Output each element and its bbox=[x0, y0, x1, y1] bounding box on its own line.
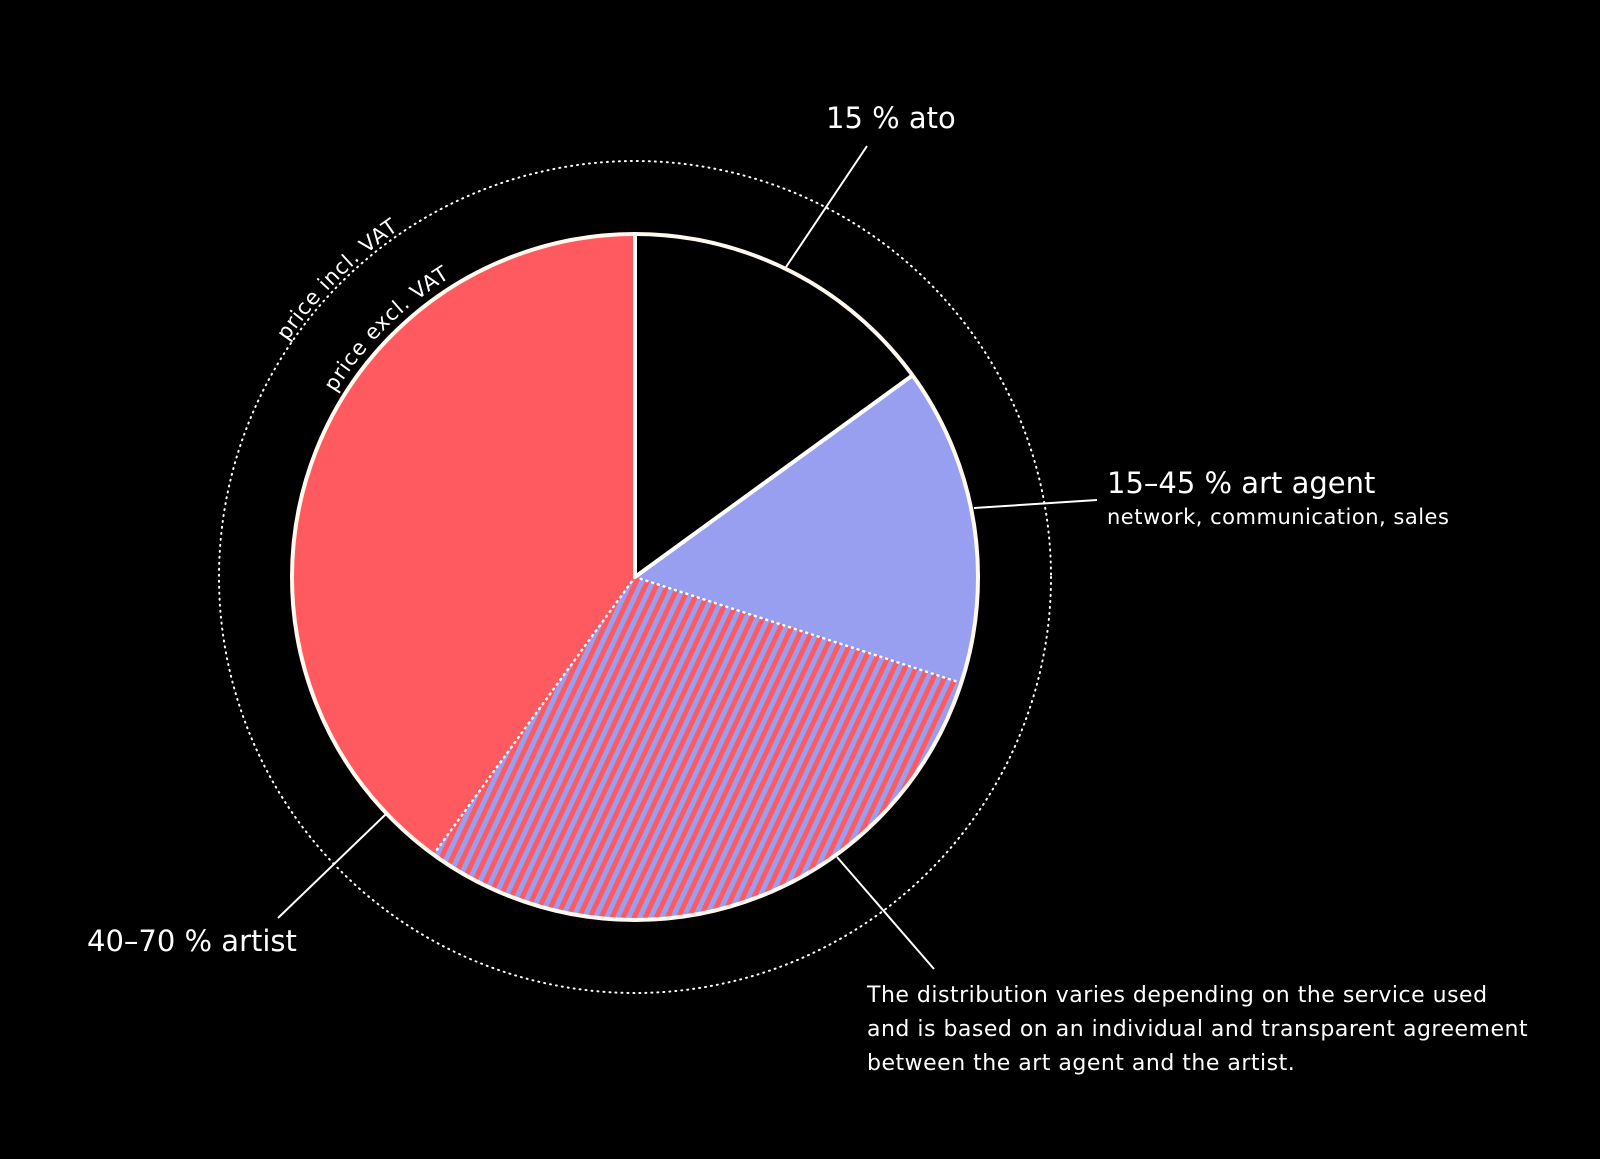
pie-slice bbox=[291, 233, 635, 855]
slice-edge bbox=[633, 373, 914, 579]
pie-slice bbox=[635, 375, 979, 683]
pie-outline bbox=[290, 232, 980, 922]
pie-slice bbox=[433, 577, 962, 921]
slice-label: 40–70 % artist bbox=[87, 924, 297, 958]
pie-slice bbox=[635, 234, 913, 577]
leader-line bbox=[836, 856, 935, 970]
leader-line bbox=[277, 813, 387, 919]
outer-ring bbox=[218, 160, 1052, 994]
slice-sublabel: network, communication, sales bbox=[1107, 505, 1449, 529]
slice-label: 15 % ato bbox=[826, 101, 956, 135]
pie bbox=[290, 232, 980, 922]
leader-line bbox=[785, 145, 868, 268]
note-line: The distribution varies depending on the… bbox=[866, 983, 1488, 1008]
note-line: between the art agent and the artist. bbox=[867, 1051, 1295, 1076]
leader-line bbox=[973, 499, 1098, 509]
slice-label: 15–45 % art agent bbox=[1107, 466, 1375, 500]
note-line: and is based on an individual and transp… bbox=[867, 1017, 1528, 1042]
